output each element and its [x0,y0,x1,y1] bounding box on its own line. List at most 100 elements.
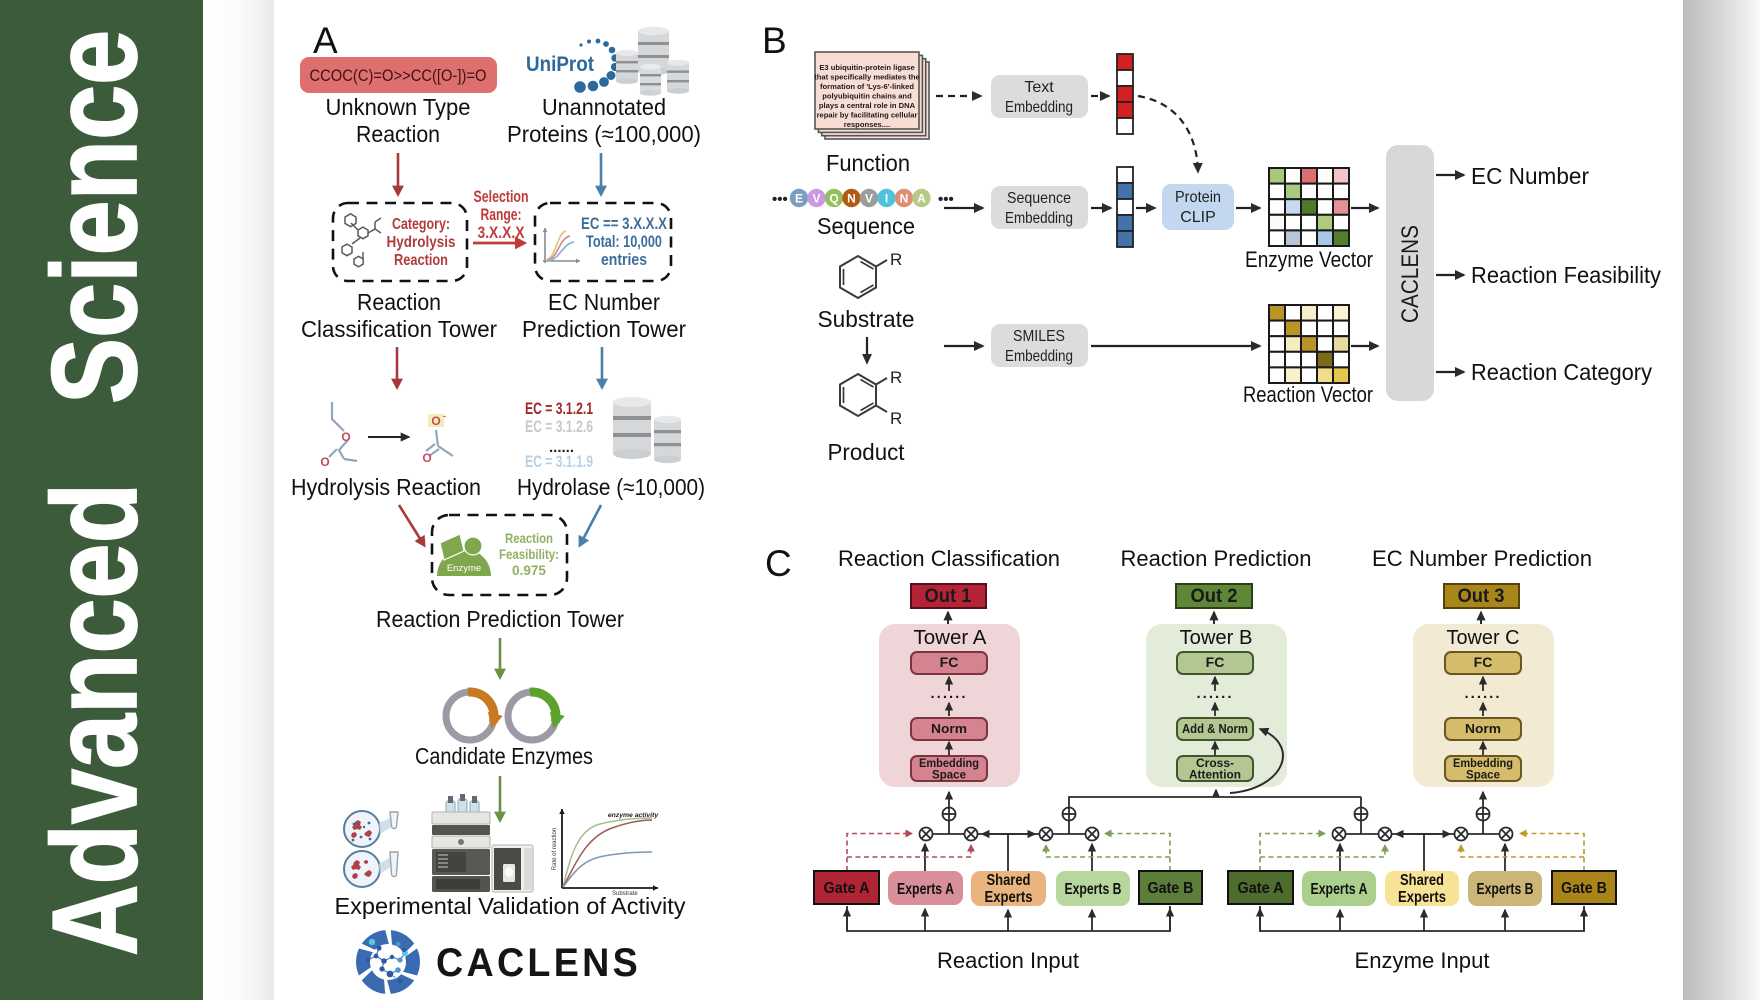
svg-text:Experimental Validation of Act: Experimental Validation of Activity [335,893,687,919]
svg-text:CCOC(C)=O>>CC([O-])=O: CCOC(C)=O>>CC([O-])=O [310,67,487,85]
svg-text:EC Number Prediction: EC Number Prediction [1372,546,1592,571]
svg-text:EC = 3.1.2.6: EC = 3.1.2.6 [525,417,593,436]
svg-text:Experts A: Experts A [897,881,954,898]
svg-text:Shared: Shared [987,872,1031,889]
svg-text:A: A [313,20,338,61]
svg-text:0.975: 0.975 [512,562,546,578]
svg-text:Rate of reaction: Rate of reaction [552,828,558,870]
svg-text:E3 ubiquitin-protein ligase: E3 ubiquitin-protein ligase [819,63,914,72]
svg-text:C: C [765,543,792,584]
svg-text:Reaction: Reaction [394,252,448,269]
svg-text:Substrate: Substrate [612,891,638,897]
svg-text:Attention: Attention [1189,770,1241,782]
svg-text:Sequence: Sequence [817,213,915,239]
svg-text:Reaction: Reaction [505,530,553,546]
svg-text:Proteins (≈100,000): Proteins (≈100,000) [507,121,701,147]
svg-text:EC Number: EC Number [548,289,660,315]
svg-text:-: - [443,411,446,421]
svg-text:Shared: Shared [1400,872,1444,889]
svg-text:Reaction Feasibility: Reaction Feasibility [1471,262,1661,288]
svg-text:O: O [341,430,350,444]
svg-text:Product: Product [828,439,906,465]
svg-text:R: R [890,368,902,387]
svg-text:Sequence: Sequence [1007,190,1071,207]
svg-text:Enzyme: Enzyme [447,563,481,574]
svg-text:Enzyme Vector: Enzyme Vector [1245,247,1373,272]
svg-text:Experts: Experts [985,889,1033,906]
svg-text:Experts A: Experts A [1311,881,1368,898]
svg-text:O: O [320,455,329,469]
svg-text:V: V [812,192,820,206]
svg-text:EC = 3.1.2.1: EC = 3.1.2.1 [525,399,593,418]
svg-text:UniProt: UniProt [526,53,594,76]
svg-text:CACLENS: CACLENS [1397,225,1424,323]
svg-text:Space: Space [932,770,966,782]
svg-text:Gate A: Gate A [824,880,870,897]
svg-text:CLIP: CLIP [1180,209,1216,226]
svg-text:•••: ••• [772,191,788,208]
svg-text:V: V [865,192,873,206]
svg-text:3.X.X.X: 3.X.X.X [478,224,525,242]
svg-text:EC Number: EC Number [1471,163,1589,189]
svg-text:enzyme activity: enzyme activity [608,812,659,819]
svg-text:E: E [795,192,803,206]
svg-text:Embedding: Embedding [919,758,979,770]
svg-text:Range:: Range: [481,206,522,224]
svg-text:Reaction Classification: Reaction Classification [838,546,1060,571]
svg-text:......: ...... [549,439,574,456]
svg-text:Embedding: Embedding [1005,210,1073,227]
svg-text:......: ...... [1464,685,1501,702]
svg-text:Out 1: Out 1 [925,586,972,607]
svg-text:Unannotated: Unannotated [542,94,666,120]
svg-text:A: A [917,192,926,206]
svg-text:Classification Tower: Classification Tower [301,316,497,342]
svg-text:R: R [890,250,902,269]
svg-text:Gate B: Gate B [1148,880,1194,897]
svg-text:repair by facilitating cellula: repair by facilitating cellular [817,111,918,120]
svg-text:Out 2: Out 2 [1191,586,1238,607]
svg-text:Protein: Protein [1175,189,1221,206]
svg-text:•••: ••• [938,191,954,208]
svg-text:Hydrolysis Reaction: Hydrolysis Reaction [291,474,481,500]
svg-text:Embedding: Embedding [1453,758,1513,770]
svg-text:Text: Text [1024,79,1054,96]
svg-text:responses....: responses.... [844,120,890,129]
svg-text:FC: FC [1206,654,1225,670]
svg-text:Reaction Input: Reaction Input [937,948,1079,973]
svg-text:formation of 'Lys-6'-linked: formation of 'Lys-6'-linked [820,82,914,91]
svg-text:CACLENS: CACLENS [436,941,641,985]
svg-text:Reaction Category: Reaction Category [1471,359,1652,385]
svg-text:Reaction: Reaction [356,121,440,147]
svg-text:Experts: Experts [1398,889,1446,906]
svg-text:Norm: Norm [1465,721,1501,736]
svg-text:Category:: Category: [392,216,450,233]
svg-text:Hydrolase (≈10,000): Hydrolase (≈10,000) [517,474,705,500]
svg-text:Candidate Enzymes: Candidate Enzymes [415,743,593,769]
svg-text:Unknown Type: Unknown Type [326,94,471,120]
svg-text:plays a central role in DNA: plays a central role in DNA [819,101,916,110]
svg-text:Feasibility:: Feasibility: [499,546,559,562]
svg-text:SMILES: SMILES [1013,328,1065,345]
svg-text:Q: Q [829,192,838,206]
svg-text:FC: FC [940,654,959,670]
svg-text:Prediction Tower: Prediction Tower [522,316,686,342]
svg-text:Function: Function [826,150,910,176]
svg-text:I: I [885,192,888,206]
svg-text:Enzyme Input: Enzyme Input [1355,948,1490,973]
svg-text:FC: FC [1474,654,1493,670]
svg-text:Out 3: Out 3 [1458,586,1505,607]
svg-text:Space: Space [1466,770,1500,782]
svg-text:entries: entries [601,251,647,269]
svg-text:polyubiquitin chains and: polyubiquitin chains and [822,92,912,101]
svg-text:Tower B: Tower B [1180,627,1253,649]
svg-text:Tower A: Tower A [914,627,988,649]
svg-text:Hydrolysis: Hydrolysis [387,234,456,251]
svg-text:R: R [890,409,902,428]
svg-text:......: ...... [1196,685,1233,702]
svg-text:B: B [762,20,787,61]
svg-text:Reaction Vector: Reaction Vector [1243,382,1373,407]
svg-text:Reaction Prediction: Reaction Prediction [1121,546,1312,571]
svg-text:Experts B: Experts B [1065,881,1122,898]
svg-text:Selection: Selection [474,188,529,206]
svg-text:Embedding: Embedding [1005,348,1073,365]
